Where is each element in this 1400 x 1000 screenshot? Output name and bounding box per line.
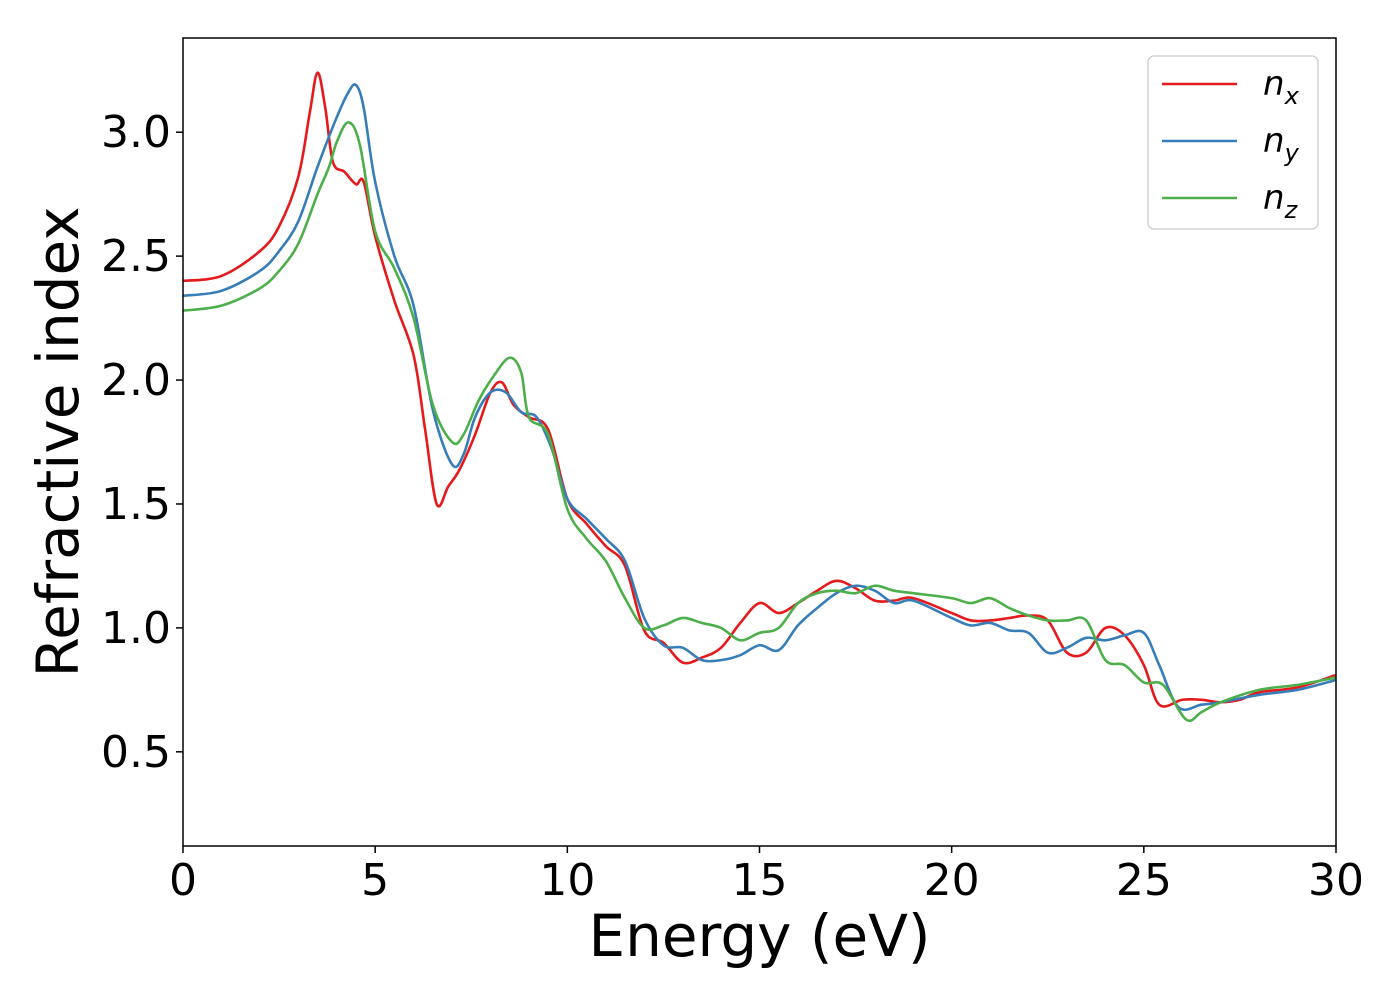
series-line-ny [182, 83, 1337, 712]
series-line-nx [182, 71, 1337, 708]
y-tick-label: 1.0 [101, 603, 171, 654]
legend-label-nx: nx [1263, 64, 1300, 110]
x-tick-label: 15 [732, 855, 788, 906]
series-layer [182, 71, 1337, 723]
y-tick-label: 0.5 [101, 727, 171, 778]
x-tick-label: 30 [1308, 855, 1364, 906]
x-tick-label: 25 [1116, 855, 1172, 906]
legend-label-ny: ny [1263, 121, 1300, 167]
y-tick-label: 2.5 [101, 231, 171, 282]
legend: nx ny nz [1147, 55, 1319, 230]
legend-box [1147, 55, 1319, 230]
y-tick-label: 3.0 [101, 107, 171, 158]
x-axis-label: Energy (eV) [588, 902, 930, 970]
x-tick-label: 5 [361, 855, 389, 906]
series-line-nz [182, 120, 1337, 723]
y-tick-label: 1.5 [101, 479, 171, 530]
x-tick-label: 10 [539, 855, 595, 906]
y-axis-label: Refractive index [24, 206, 92, 677]
legend-label-nz: nz [1263, 178, 1299, 224]
ticks-layer: 0 5 10 15 20 25 30 0.5 1.0 1.5 2.0 2.5 3.0 [101, 107, 1364, 906]
x-tick-label: 20 [924, 855, 980, 906]
x-tick-label: 0 [169, 855, 197, 906]
y-tick-label: 2.0 [101, 355, 171, 406]
